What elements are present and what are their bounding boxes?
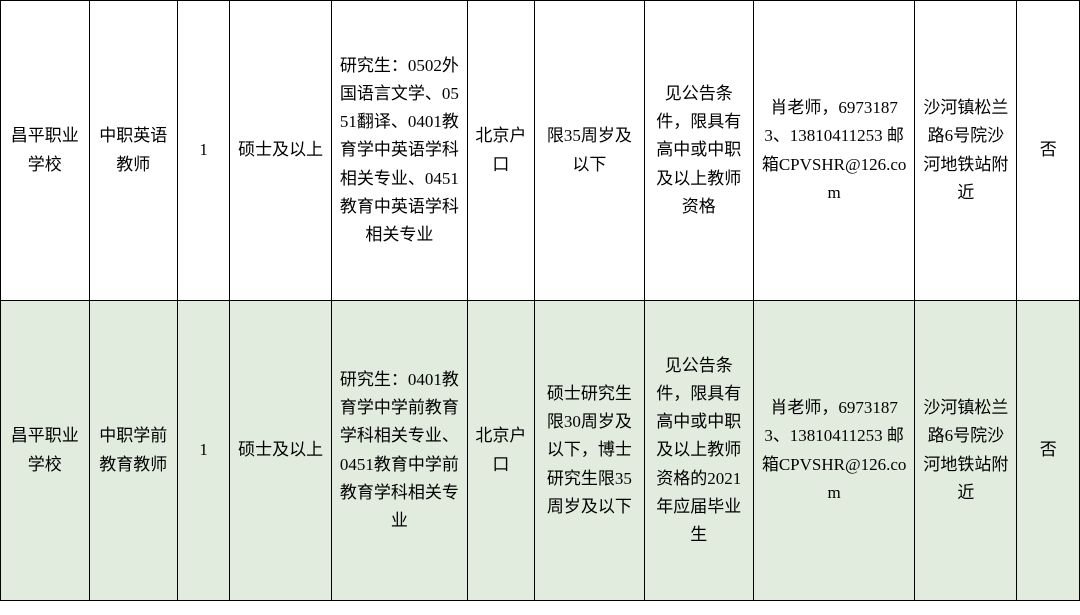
cell-age: 限35周岁及以下 [535, 1, 644, 301]
recruitment-table: 昌平职业学校 中职英语教师 1 硕士及以上 研究生：0502外国语言文学、055… [0, 0, 1080, 601]
cell-flag: 否 [1017, 1, 1080, 301]
cell-hukou: 北京户口 [467, 301, 535, 601]
cell-school: 昌平职业学校 [1, 301, 90, 601]
cell-hukou: 北京户口 [467, 1, 535, 301]
cell-contact: 肖老师，69731873、13810411253 邮箱CPVSHR@126.co… [753, 1, 914, 301]
cell-position: 中职英语教师 [89, 1, 178, 301]
cell-location: 沙河镇松兰路6号院沙河地铁站附近 [915, 301, 1017, 601]
cell-degree: 硕士及以上 [230, 1, 332, 301]
cell-degree: 硕士及以上 [230, 301, 332, 601]
table-row: 昌平职业学校 中职英语教师 1 硕士及以上 研究生：0502外国语言文学、055… [1, 1, 1080, 301]
cell-flag: 否 [1017, 301, 1080, 601]
cell-count: 1 [178, 301, 230, 601]
table-row: 昌平职业学校 中职学前教育教师 1 硕士及以上 研究生：0401教育学中学前教育… [1, 301, 1080, 601]
cell-major: 研究生：0401教育学中学前教育学科相关专业、0451教育中学前教育学科相关专业 [332, 301, 467, 601]
cell-age: 硕士研究生限30周岁及以下，博士研究生限35周岁及以下 [535, 301, 644, 601]
cell-count: 1 [178, 1, 230, 301]
cell-major: 研究生：0502外国语言文学、0551翻译、0401教育学中英语学科相关专业、0… [332, 1, 467, 301]
cell-contact: 肖老师，69731873、13810411253 邮箱CPVSHR@126.co… [753, 301, 914, 601]
cell-position: 中职学前教育教师 [89, 301, 178, 601]
cell-location: 沙河镇松兰路6号院沙河地铁站附近 [915, 1, 1017, 301]
cell-other-req: 见公告条件，限具有高中或中职及以上教师资格 [644, 1, 753, 301]
cell-other-req: 见公告条件，限具有高中或中职及以上教师资格的2021年应届毕业生 [644, 301, 753, 601]
cell-school: 昌平职业学校 [1, 1, 90, 301]
